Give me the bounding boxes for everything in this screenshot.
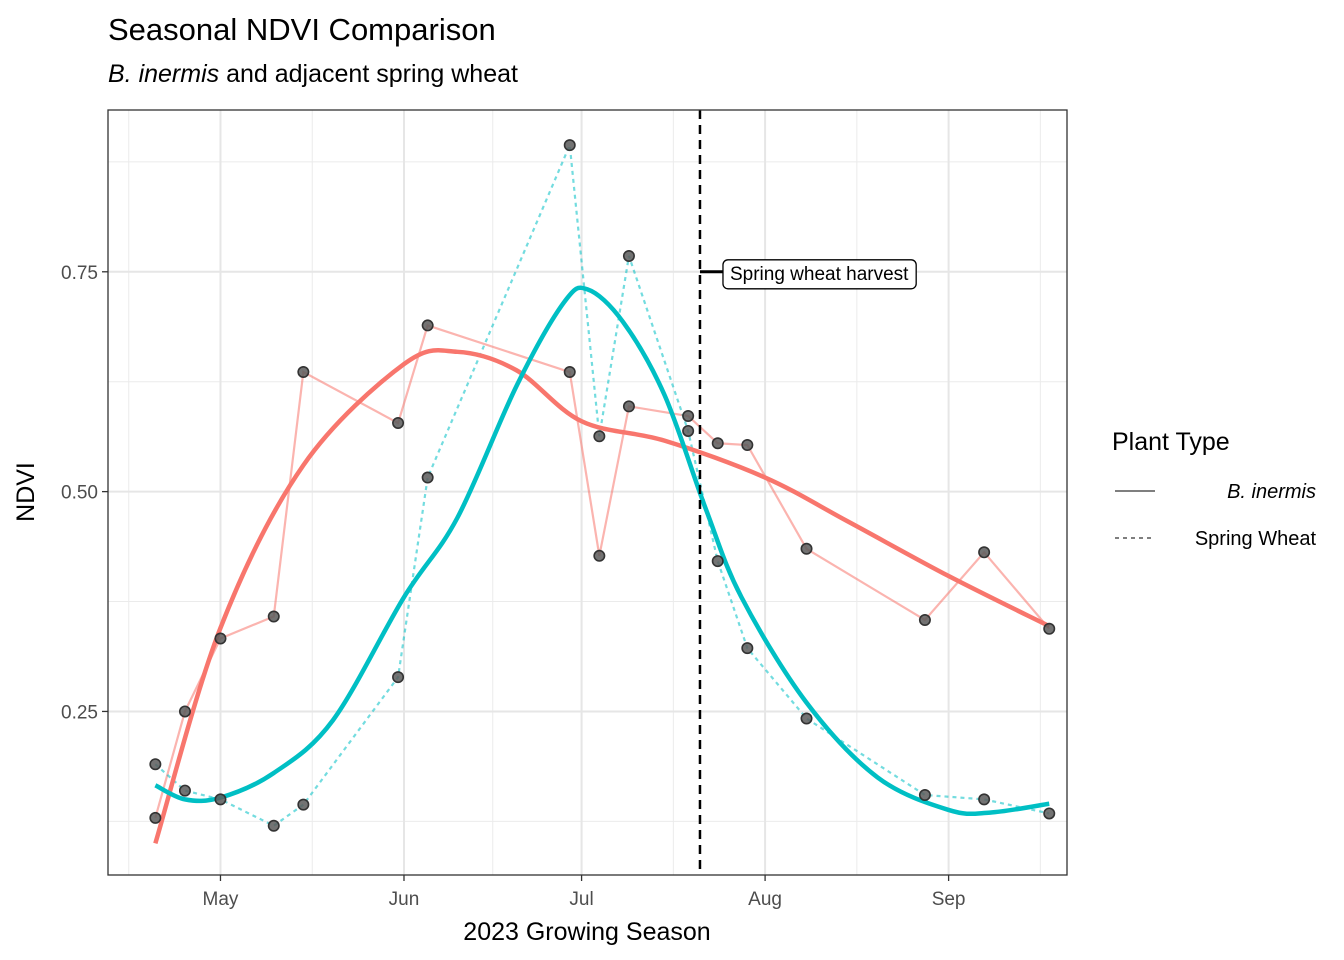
annotations: Spring wheat harvest (698, 110, 917, 875)
point-spring-wheat (267, 819, 280, 832)
y-tick-label: 0.50 (61, 483, 98, 504)
chart-title: Seasonal NDVI Comparison (108, 12, 496, 47)
legend-label-spring-wheat: Spring Wheat (1195, 528, 1317, 550)
point-b-inermis (711, 437, 724, 450)
point-b-inermis (149, 811, 162, 824)
point-b-inermis (622, 400, 635, 413)
x-axis: May Jun Jul Aug Sep (203, 875, 966, 910)
data-points (149, 139, 1056, 832)
legend: Plant Type B. inermis Spring Wheat (1112, 428, 1316, 550)
point-b-inermis (178, 705, 191, 718)
point-spring-wheat (622, 249, 635, 262)
point-b-inermis (267, 610, 280, 623)
point-b-inermis (800, 542, 813, 555)
grid-major (108, 110, 1067, 875)
y-axis-title: NDVI (12, 462, 40, 522)
point-b-inermis (593, 549, 606, 562)
point-b-inermis (1043, 622, 1056, 635)
x-tick-label: May (203, 889, 239, 910)
point-spring-wheat (741, 642, 754, 655)
point-spring-wheat (593, 430, 606, 443)
plot-panel-border (107, 109, 1068, 876)
chart-subtitle: B. inermis and adjacent spring wheat (108, 60, 518, 88)
point-b-inermis (214, 632, 227, 645)
y-tick-label: 0.75 (61, 263, 98, 284)
point-spring-wheat (214, 793, 227, 806)
x-tick-label: Sep (932, 889, 966, 910)
trend-line-b-inermis (153, 348, 1051, 844)
point-b-inermis (741, 439, 754, 452)
point-spring-wheat (563, 139, 576, 152)
point-spring-wheat (682, 424, 695, 437)
point-spring-wheat (178, 784, 191, 797)
x-tick-label: Aug (748, 889, 782, 910)
point-spring-wheat (421, 471, 434, 484)
point-b-inermis (978, 546, 991, 559)
point-spring-wheat (800, 712, 813, 725)
point-b-inermis (297, 366, 310, 379)
point-b-inermis (392, 417, 405, 430)
point-spring-wheat (297, 798, 310, 811)
x-tick-label: Jul (569, 889, 593, 910)
point-spring-wheat (1043, 807, 1056, 820)
legend-title: Plant Type (1112, 428, 1230, 456)
point-spring-wheat (918, 788, 931, 801)
trend-line-spring-wheat (154, 285, 1050, 817)
point-b-inermis (421, 319, 434, 332)
point-spring-wheat (711, 555, 724, 568)
legend-label-b-inermis: B. inermis (1227, 481, 1316, 503)
y-tick-label: 0.25 (61, 702, 98, 723)
y-axis: 0.25 0.50 0.75 (61, 263, 108, 723)
point-b-inermis (918, 613, 931, 626)
x-tick-label: Jun (389, 889, 420, 910)
point-b-inermis (563, 366, 576, 379)
point-b-inermis (682, 409, 695, 422)
point-spring-wheat (978, 793, 991, 806)
point-spring-wheat (149, 758, 162, 771)
subtitle-rest: and adjacent spring wheat (219, 60, 518, 88)
subtitle-italic: B. inermis (108, 60, 219, 88)
trend-lines (153, 285, 1051, 844)
x-axis-title: 2023 Growing Season (463, 918, 710, 946)
harvest-label-text: Spring wheat harvest (730, 264, 909, 285)
point-spring-wheat (392, 671, 405, 684)
harvest-label-box (722, 259, 917, 290)
